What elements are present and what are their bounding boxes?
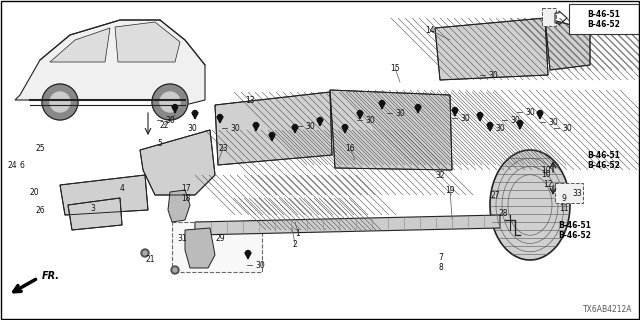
- Polygon shape: [60, 175, 148, 215]
- Ellipse shape: [490, 150, 570, 260]
- Polygon shape: [330, 90, 452, 170]
- Text: 30: 30: [548, 117, 557, 126]
- Text: 30: 30: [187, 124, 197, 132]
- Polygon shape: [50, 28, 110, 62]
- Circle shape: [342, 124, 348, 130]
- Circle shape: [218, 115, 223, 119]
- Circle shape: [538, 110, 543, 116]
- Text: 28: 28: [499, 209, 508, 218]
- Text: 20: 20: [29, 188, 39, 196]
- Text: 7: 7: [438, 252, 444, 261]
- Circle shape: [50, 92, 70, 112]
- Circle shape: [415, 105, 420, 109]
- Text: 32: 32: [435, 171, 445, 180]
- FancyBboxPatch shape: [542, 8, 556, 26]
- Text: 16: 16: [345, 143, 355, 153]
- Circle shape: [143, 251, 147, 255]
- Circle shape: [317, 117, 323, 123]
- Circle shape: [42, 84, 78, 120]
- Circle shape: [171, 266, 179, 274]
- Circle shape: [160, 92, 180, 112]
- Circle shape: [193, 110, 198, 116]
- Text: 30: 30: [395, 108, 404, 117]
- Polygon shape: [140, 130, 215, 195]
- Text: 5: 5: [157, 139, 163, 148]
- Text: 30: 30: [525, 108, 535, 116]
- Text: 10: 10: [541, 170, 551, 179]
- Text: 26: 26: [35, 205, 45, 214]
- FancyBboxPatch shape: [555, 183, 583, 203]
- Text: 19: 19: [445, 186, 455, 195]
- Text: 30: 30: [230, 124, 240, 132]
- Text: 29: 29: [215, 234, 225, 243]
- Text: 15: 15: [390, 63, 400, 73]
- Text: 13: 13: [245, 95, 255, 105]
- Text: 30: 30: [365, 116, 375, 124]
- Text: 30: 30: [305, 122, 315, 131]
- Polygon shape: [168, 190, 190, 222]
- Text: 9: 9: [561, 194, 566, 203]
- Circle shape: [452, 108, 458, 113]
- Text: B-46-52: B-46-52: [588, 20, 620, 28]
- Text: 25: 25: [35, 143, 45, 153]
- Circle shape: [173, 268, 177, 272]
- Text: B-46-51: B-46-51: [588, 10, 620, 19]
- Polygon shape: [435, 18, 548, 80]
- Text: 30: 30: [488, 70, 498, 79]
- Polygon shape: [195, 215, 500, 235]
- Text: 8: 8: [438, 262, 444, 271]
- Text: 18: 18: [181, 194, 191, 203]
- Text: 31: 31: [177, 234, 187, 243]
- Circle shape: [477, 113, 483, 117]
- Circle shape: [173, 105, 177, 109]
- Text: 4: 4: [120, 183, 124, 193]
- Text: 17: 17: [181, 183, 191, 193]
- Circle shape: [292, 124, 298, 130]
- Circle shape: [380, 100, 385, 106]
- Text: 22: 22: [159, 121, 169, 130]
- Text: 30: 30: [562, 124, 572, 132]
- Text: 14: 14: [425, 26, 435, 35]
- Text: 12: 12: [543, 180, 553, 188]
- Circle shape: [152, 84, 188, 120]
- Polygon shape: [15, 20, 205, 105]
- Text: 23: 23: [218, 143, 228, 153]
- Text: 21: 21: [145, 255, 155, 265]
- Circle shape: [141, 249, 149, 257]
- Text: 30: 30: [460, 114, 470, 123]
- Text: 33: 33: [572, 188, 582, 197]
- Text: B-46-52: B-46-52: [588, 161, 620, 170]
- Text: 30: 30: [255, 260, 265, 269]
- Text: 3: 3: [91, 204, 95, 212]
- Circle shape: [253, 123, 259, 127]
- Circle shape: [518, 121, 522, 125]
- Text: 6: 6: [20, 161, 24, 170]
- Text: 30: 30: [495, 124, 505, 132]
- Text: FR.: FR.: [42, 271, 60, 281]
- Polygon shape: [215, 92, 332, 165]
- Polygon shape: [185, 228, 215, 268]
- Text: 30: 30: [510, 116, 520, 124]
- Polygon shape: [545, 18, 590, 70]
- Text: 11: 11: [559, 204, 569, 212]
- Polygon shape: [115, 22, 180, 62]
- Circle shape: [358, 110, 362, 116]
- Text: B-46-51: B-46-51: [588, 150, 620, 159]
- FancyBboxPatch shape: [172, 222, 262, 272]
- Circle shape: [246, 251, 250, 255]
- Text: 30: 30: [165, 116, 175, 124]
- Text: 2: 2: [292, 239, 298, 249]
- Text: 10: 10: [541, 165, 551, 174]
- Polygon shape: [68, 198, 122, 230]
- FancyBboxPatch shape: [569, 4, 639, 34]
- Text: B-46-52: B-46-52: [559, 230, 591, 239]
- Text: 27: 27: [490, 190, 500, 199]
- Text: 24: 24: [7, 161, 17, 170]
- Circle shape: [488, 123, 493, 127]
- Text: 1: 1: [296, 228, 300, 237]
- Text: B-46-51: B-46-51: [559, 220, 591, 229]
- Text: TX6AB4212A: TX6AB4212A: [582, 305, 632, 314]
- Circle shape: [269, 132, 275, 138]
